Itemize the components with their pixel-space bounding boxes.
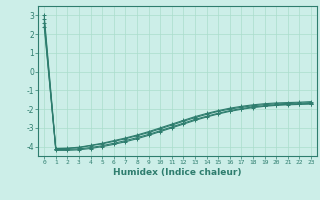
X-axis label: Humidex (Indice chaleur): Humidex (Indice chaleur)	[113, 168, 242, 177]
